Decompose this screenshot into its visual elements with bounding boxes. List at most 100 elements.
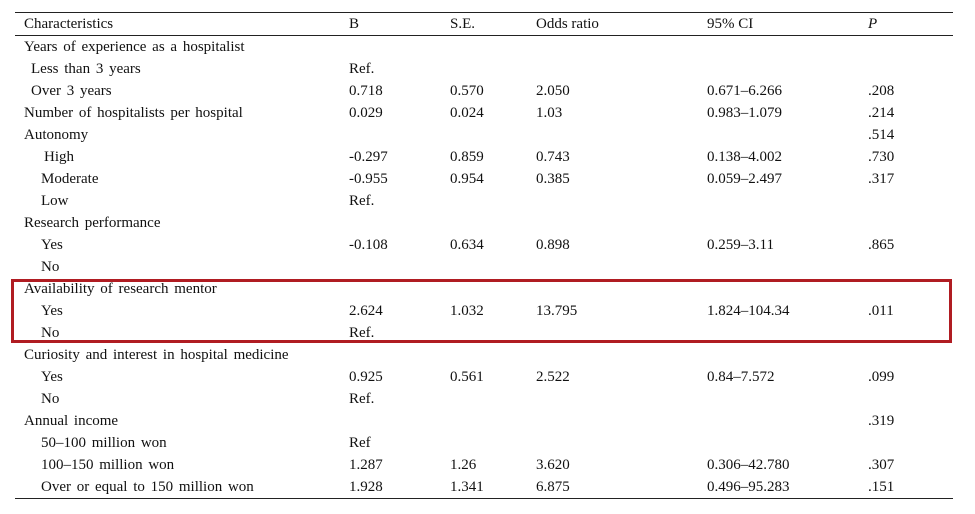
cell-p: .151 <box>868 479 895 495</box>
cell-odds-ratio: 2.522 <box>536 369 570 385</box>
cell-b: 1.287 <box>349 457 383 473</box>
col-header-p: P <box>868 16 878 32</box>
cell-characteristic: Research performance <box>24 215 161 231</box>
table-row: Annual income .319 <box>15 410 953 432</box>
cell-se: 1.032 <box>450 303 484 319</box>
table-row: Research performance <box>15 212 953 234</box>
cell-p: .730 <box>868 149 895 165</box>
cell-se: 0.634 <box>450 237 484 253</box>
cell-b: Ref. <box>349 325 375 341</box>
cell-p: .319 <box>868 413 895 429</box>
cell-se: 0.561 <box>450 369 484 385</box>
col-header-b: B <box>349 16 360 32</box>
table-row: Yes 0.925 0.561 2.522 0.84–7.572 .099 <box>15 366 953 388</box>
cell-characteristic: No <box>41 259 60 275</box>
table-row: High -0.297 0.859 0.743 0.138–4.002 .730 <box>15 146 953 168</box>
table-row: Yes 2.624 1.032 13.795 1.824–104.34 .011 <box>15 300 953 322</box>
cell-characteristic: Low <box>41 193 69 209</box>
table-row: Moderate -0.955 0.954 0.385 0.059–2.497 .317 <box>15 168 953 190</box>
cell-p: .307 <box>868 457 895 473</box>
cell-ci: 0.983–1.079 <box>707 105 782 121</box>
table-row: Over 3 years 0.718 0.570 2.050 0.671–6.266 .2… <box>15 80 953 102</box>
cell-se: 0.859 <box>450 149 484 165</box>
cell-characteristic: Curiosity and interest in hospital medic… <box>24 347 289 363</box>
cell-ci: 0.259–3.11 <box>707 237 774 253</box>
regression-table: Characteristics B S.E. Odds ratio 95% CI… <box>15 12 953 499</box>
cell-b: 2.624 <box>349 303 383 319</box>
cell-characteristic: Yes <box>41 237 63 253</box>
cell-p: .317 <box>868 171 895 187</box>
cell-characteristic: Years of experience as a hospitalist <box>24 39 245 55</box>
col-header-se: S.E. <box>450 16 476 32</box>
table-row: Over or equal to 150 million won 1.928 1.3… <box>15 476 953 498</box>
table-row: Years of experience as a hospitalist <box>15 36 953 58</box>
cell-characteristic: Availability of research mentor <box>24 281 217 297</box>
cell-characteristic: 50–100 million won <box>41 435 167 451</box>
table-row: Low Ref. <box>15 190 953 212</box>
cell-p: .011 <box>868 303 894 319</box>
cell-ci: 0.138–4.002 <box>707 149 782 165</box>
table-row: Autonomy .514 <box>15 124 953 146</box>
cell-characteristic: Over or equal to 150 million won <box>41 479 254 495</box>
cell-se: 1.341 <box>450 479 484 495</box>
cell-b: Ref. <box>349 193 375 209</box>
table-row: Availability of research mentor <box>15 278 953 300</box>
table-row: Less than 3 years Ref. <box>15 58 953 80</box>
cell-b: 1.928 <box>349 479 383 495</box>
table-row: No <box>15 256 953 278</box>
cell-characteristic: Moderate <box>41 171 99 187</box>
cell-ci: 0.496–95.283 <box>707 479 790 495</box>
table-row: Curiosity and interest in hospital medic… <box>15 344 953 366</box>
cell-ci: 0.84–7.572 <box>707 369 775 385</box>
table-row: No Ref. <box>15 388 953 410</box>
cell-b: -0.955 <box>349 171 388 187</box>
cell-p: .514 <box>868 127 895 143</box>
cell-characteristic: Yes <box>41 369 63 385</box>
cell-characteristic: Autonomy <box>24 127 89 143</box>
cell-characteristic: Annual income <box>24 413 119 429</box>
cell-b: 0.718 <box>349 83 383 99</box>
cell-odds-ratio: 1.03 <box>536 105 563 121</box>
cell-b: -0.297 <box>349 149 388 165</box>
col-header-characteristics: Characteristics <box>24 16 114 32</box>
cell-b: 0.925 <box>349 369 383 385</box>
cell-odds-ratio: 6.875 <box>536 479 570 495</box>
cell-characteristic: Over 3 years <box>31 83 112 99</box>
cell-ci: 0.671–6.266 <box>707 83 782 99</box>
cell-ci: 0.306–42.780 <box>707 457 790 473</box>
table-row: No Ref. <box>15 322 953 344</box>
cell-p: .208 <box>868 83 895 99</box>
cell-odds-ratio: 0.898 <box>536 237 570 253</box>
cell-ci: 0.059–2.497 <box>707 171 782 187</box>
cell-se: 1.26 <box>450 457 477 473</box>
cell-odds-ratio: 3.620 <box>536 457 570 473</box>
cell-characteristic: Yes <box>41 303 63 319</box>
cell-characteristic: No <box>41 325 60 341</box>
cell-p: .099 <box>868 369 895 385</box>
cell-se: 0.024 <box>450 105 484 121</box>
table-body: Years of experience as a hospitalist Less… <box>15 36 953 498</box>
table-row: Yes -0.108 0.634 0.898 0.259–3.11 .865 <box>15 234 953 256</box>
cell-p: .865 <box>868 237 895 253</box>
cell-odds-ratio: 2.050 <box>536 83 570 99</box>
cell-characteristic: 100–150 million won <box>41 457 175 473</box>
cell-characteristic: No <box>41 391 60 407</box>
cell-b: Ref. <box>349 61 375 77</box>
table-row: 50–100 million won Ref <box>15 432 953 454</box>
cell-odds-ratio: 0.743 <box>536 149 570 165</box>
cell-ci: 1.824–104.34 <box>707 303 790 319</box>
cell-p: .214 <box>868 105 895 121</box>
cell-odds-ratio: 13.795 <box>536 303 578 319</box>
cell-se: 0.570 <box>450 83 484 99</box>
table-row: 100–150 million won 1.287 1.26 3.620 0.306–4… <box>15 454 953 476</box>
cell-characteristic: Less than 3 years <box>31 61 141 77</box>
cell-characteristic: Number of hospitalists per hospital <box>24 105 243 121</box>
cell-odds-ratio: 0.385 <box>536 171 570 187</box>
col-header-ci: 95% CI <box>707 16 754 32</box>
cell-b: Ref. <box>349 391 375 407</box>
table-header: Characteristics B S.E. Odds ratio 95% CI… <box>15 13 953 36</box>
col-header-odds-ratio: Odds ratio <box>536 16 599 32</box>
cell-b: -0.108 <box>349 237 388 253</box>
cell-b: Ref <box>349 435 371 451</box>
cell-se: 0.954 <box>450 171 484 187</box>
